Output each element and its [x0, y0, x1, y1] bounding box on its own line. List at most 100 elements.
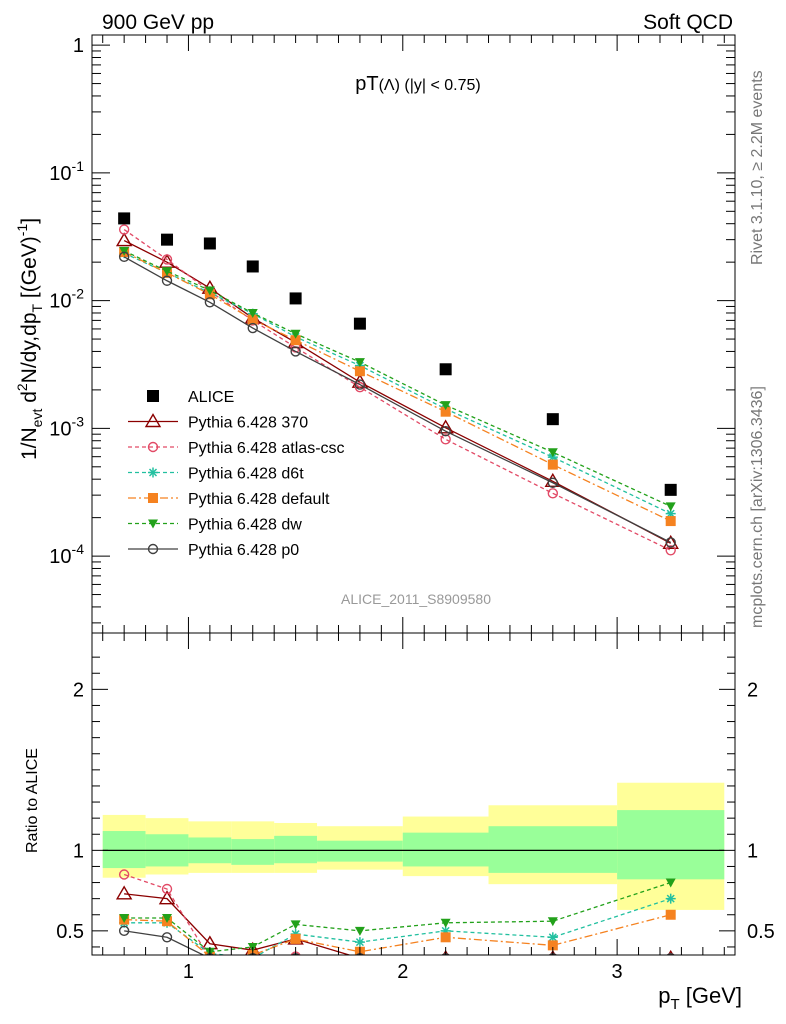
series-point-4: [162, 267, 173, 277]
ratio-y-tick-label-right: 1: [747, 840, 758, 862]
series-line-5: [123, 256, 671, 543]
data-point: [118, 212, 131, 225]
series-point-4: [204, 286, 215, 296]
ratio-ylabel: Ratio to ALICE: [24, 748, 41, 853]
series-point-0: [437, 419, 454, 434]
ratio-band-inner: [102, 831, 146, 869]
legend-marker: [147, 441, 159, 453]
analysis-id: ALICE_2011_S8909580: [341, 591, 491, 607]
star-stroke: [666, 894, 675, 903]
main-ylabel: 1/Nevt d2N/dy,dpT [(GeV)-1]: [14, 218, 45, 460]
series-point-3: [354, 366, 365, 377]
legend-label: Pythia 6.428 atlas-csc: [188, 440, 345, 457]
ratio-point-4: [665, 878, 676, 888]
series-point-4: [354, 358, 365, 368]
ratio-point-2: [665, 893, 676, 904]
star-stroke: [248, 954, 251, 955]
mcplots-note: mcplots.cern.ch [arXiv:1306.3436]: [749, 386, 766, 628]
ratio-point-1: [161, 883, 173, 895]
legend-marker: [144, 413, 162, 428]
legend-label: Pythia 6.428 p0: [188, 542, 299, 559]
ratio-point-4: [119, 913, 130, 923]
header-right: Soft QCD: [643, 11, 733, 34]
series-line-1: [123, 229, 671, 551]
series-point-0: [158, 253, 176, 268]
ratio-point-3: [440, 932, 451, 943]
series-point-4: [547, 448, 558, 458]
legend-marker: [148, 493, 158, 503]
data-point: [161, 233, 174, 246]
series-point-4: [290, 329, 301, 339]
main-panel: 1 10-1 10-2 10-3 10-4 pT(Λ) (|y| < 0.75) ALI…: [14, 34, 736, 634]
legend-label: Pythia 6.428 d6t: [188, 466, 304, 483]
series-point-4: [440, 401, 451, 411]
rivet-note: Rivet 3.1.10, ≥ 2.2M events: [749, 70, 766, 265]
ratio-point-4: [290, 920, 301, 930]
series-point-4: [247, 308, 258, 318]
ratio-band-inner: [617, 810, 725, 880]
y-tick-label: 10-1: [49, 158, 84, 185]
legend-label: Pythia 6.428 370: [188, 415, 308, 432]
ratio-point-3: [547, 940, 558, 951]
main-title: pT(Λ) (|y| < 0.75): [355, 73, 480, 95]
series-point-5: [161, 275, 173, 286]
ratio-point-3: [665, 909, 676, 920]
data-point: [353, 317, 366, 330]
data-point: [203, 237, 216, 250]
series-point-3: [665, 516, 676, 527]
star-stroke: [355, 938, 364, 947]
data-point: [546, 413, 559, 426]
series-point-3: [440, 406, 451, 417]
series-point-5: [547, 477, 559, 488]
ratio-point-1: [118, 869, 130, 880]
ratio-point-4: [440, 918, 451, 928]
y-tick-label: 1: [73, 35, 84, 57]
ratio-point-0: [158, 890, 176, 905]
star-stroke: [254, 954, 257, 955]
star-stroke: [148, 468, 158, 477]
ratio-point-0: [245, 941, 261, 955]
data-point: [289, 292, 302, 305]
series-point-5: [290, 346, 301, 357]
ratio-point-4: [354, 926, 365, 936]
star-stroke: [666, 509, 675, 518]
x-tick-label: 3: [612, 961, 623, 983]
series-point-5: [354, 379, 366, 390]
ratio-y-tick-label: 0.5: [56, 921, 84, 943]
series-point-1: [161, 254, 173, 265]
legend-label: ALICE: [188, 389, 234, 406]
y-tick-label: 10-2: [49, 286, 84, 313]
ratio-point-4: [547, 917, 558, 927]
ratio-y-tick-label: 2: [73, 679, 84, 701]
ratio-panel: 0.5 0.5 1 1 2 2 1 2 3 Ratio to ALICE pT [GeV]: [24, 632, 775, 1013]
legend: ALICE Pythia 6.428 370 Pythia 6.428 atlas-…: [128, 389, 345, 559]
ratio-band-inner: [231, 839, 275, 865]
ratio-band-inner: [317, 840, 403, 862]
series-point-5: [247, 322, 258, 334]
ratio-line-4: [124, 881, 671, 953]
ratio-point-0: [667, 949, 674, 955]
legend-marker: [147, 390, 159, 402]
ratio-band-inner: [274, 835, 318, 864]
series-point-5: [118, 251, 130, 263]
series-point-4: [119, 246, 130, 256]
series-point-4: [665, 502, 676, 512]
ratio-point-4: [162, 913, 173, 923]
series-point-1: [665, 545, 676, 556]
series-point-0: [662, 534, 679, 549]
x-tick-label: 1: [183, 961, 194, 983]
ratio-y-tick-label-right: 2: [747, 679, 758, 701]
series-point-1: [440, 434, 451, 445]
y-tick-label: 10-4: [49, 541, 84, 568]
series-point-3: [547, 459, 558, 470]
legend-marker: [147, 543, 159, 555]
legend-marker: [148, 519, 158, 529]
series-point-3: [247, 314, 258, 325]
series-point-5: [665, 537, 676, 548]
legend-marker: [148, 467, 158, 478]
series-point-1: [547, 488, 559, 499]
x-tick-label: 2: [397, 961, 408, 983]
ratio-frame: [91, 632, 736, 956]
ratio-line-1: [123, 873, 209, 955]
